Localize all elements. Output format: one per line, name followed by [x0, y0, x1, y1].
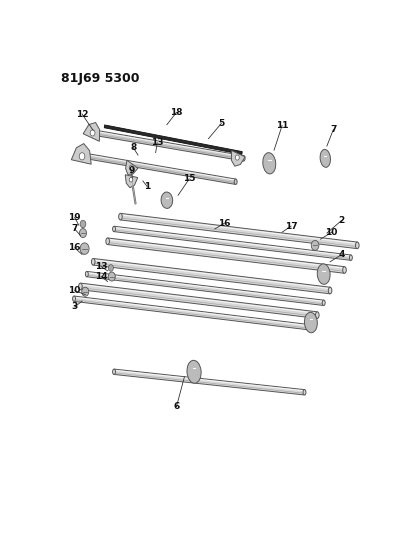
Circle shape [90, 130, 95, 136]
Text: 17: 17 [285, 222, 297, 231]
Text: 16: 16 [69, 244, 81, 252]
Ellipse shape [356, 242, 359, 248]
Ellipse shape [317, 264, 330, 284]
Text: 4: 4 [338, 251, 344, 259]
Ellipse shape [161, 192, 173, 208]
Ellipse shape [316, 312, 319, 318]
Circle shape [108, 272, 115, 281]
Text: 19: 19 [69, 213, 81, 222]
Text: 12: 12 [76, 109, 88, 118]
Ellipse shape [85, 271, 88, 277]
Text: 15: 15 [183, 174, 195, 183]
Ellipse shape [187, 360, 201, 383]
Ellipse shape [106, 238, 109, 245]
Ellipse shape [87, 129, 90, 134]
Text: 7: 7 [330, 125, 337, 134]
Text: 13: 13 [151, 138, 164, 147]
Ellipse shape [73, 296, 76, 301]
Text: 7: 7 [71, 224, 78, 233]
Text: 10: 10 [69, 286, 81, 295]
Polygon shape [126, 160, 138, 174]
Circle shape [80, 243, 89, 254]
Polygon shape [80, 152, 236, 184]
Text: 3: 3 [71, 302, 78, 311]
Polygon shape [93, 259, 330, 294]
Circle shape [129, 177, 133, 182]
Text: 11: 11 [276, 121, 288, 130]
Text: 6: 6 [173, 402, 180, 411]
Circle shape [108, 265, 114, 271]
Text: 14: 14 [95, 272, 107, 281]
Ellipse shape [328, 287, 332, 294]
Polygon shape [71, 143, 91, 164]
Polygon shape [104, 125, 242, 155]
Circle shape [82, 287, 89, 296]
Text: 18: 18 [170, 108, 183, 117]
Ellipse shape [303, 390, 306, 395]
Polygon shape [114, 227, 351, 260]
Circle shape [235, 155, 239, 160]
Polygon shape [80, 283, 318, 318]
Circle shape [79, 153, 85, 160]
Text: 13: 13 [95, 262, 107, 271]
Polygon shape [74, 296, 311, 330]
Ellipse shape [322, 300, 325, 305]
Ellipse shape [119, 213, 122, 220]
Polygon shape [87, 271, 324, 305]
Ellipse shape [320, 149, 330, 167]
Ellipse shape [113, 227, 116, 232]
Text: 2: 2 [338, 216, 344, 225]
Circle shape [129, 165, 133, 169]
Text: 5: 5 [218, 119, 224, 128]
Text: 81J69 5300: 81J69 5300 [61, 72, 140, 85]
Circle shape [311, 240, 319, 251]
Polygon shape [125, 175, 138, 188]
Ellipse shape [304, 312, 317, 333]
Text: 9: 9 [128, 166, 135, 175]
Ellipse shape [234, 179, 237, 184]
Ellipse shape [343, 266, 346, 273]
Ellipse shape [91, 259, 95, 265]
Polygon shape [231, 150, 245, 166]
Ellipse shape [309, 325, 312, 330]
Polygon shape [83, 123, 100, 141]
Text: 16: 16 [218, 219, 231, 228]
Text: 8: 8 [130, 143, 136, 152]
Polygon shape [120, 213, 358, 248]
Circle shape [79, 229, 86, 238]
Text: 1: 1 [144, 182, 150, 191]
Ellipse shape [349, 255, 352, 260]
Ellipse shape [78, 283, 82, 290]
Ellipse shape [263, 152, 276, 174]
Circle shape [80, 220, 86, 228]
Text: 10: 10 [325, 228, 338, 237]
Polygon shape [107, 238, 345, 273]
Polygon shape [88, 129, 244, 161]
Ellipse shape [113, 369, 116, 375]
Ellipse shape [242, 156, 245, 161]
Ellipse shape [79, 152, 82, 158]
Polygon shape [114, 369, 305, 395]
